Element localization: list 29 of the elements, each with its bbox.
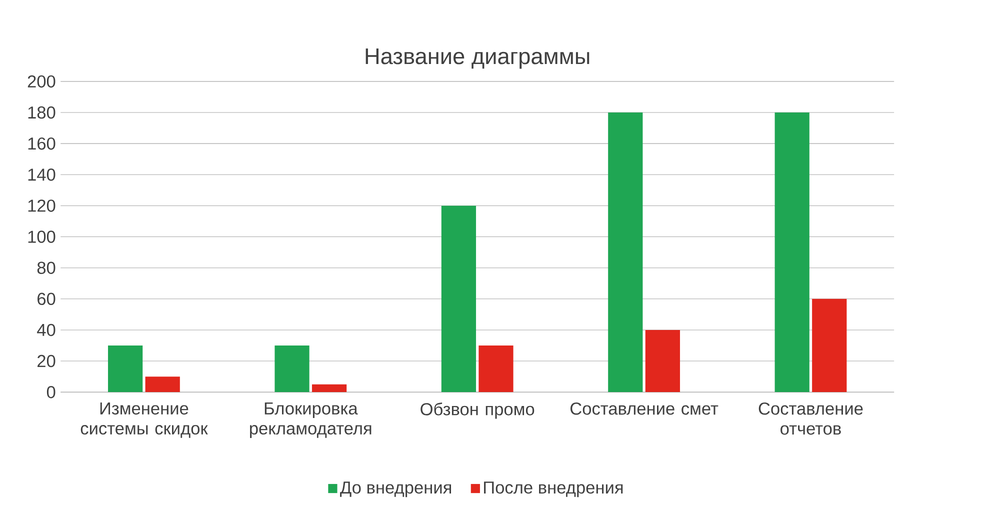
y-tick-label: 160 — [28, 137, 56, 150]
y-tick-label: 140 — [28, 168, 56, 181]
x-tick-label: Блокировка рекламодателя — [250, 402, 372, 438]
chart-title: Название диаграммы — [366, 48, 590, 69]
y-tick-label: 20 — [38, 354, 56, 368]
bar — [312, 384, 347, 392]
bar — [108, 346, 143, 392]
bar — [774, 112, 810, 392]
bar — [274, 346, 310, 392]
y-tick-label: 200 — [28, 75, 56, 88]
y-tick-label: 80 — [37, 262, 56, 274]
y-tick-label: 180 — [28, 106, 56, 119]
y-tick-label: 60 — [38, 292, 56, 306]
legend-label: После внедрения — [484, 482, 623, 498]
bar — [145, 376, 180, 392]
legend-label: До внедрения — [340, 482, 452, 498]
y-tick-label: 0 — [46, 386, 56, 398]
x-tick-label: Составление отчетов — [758, 402, 863, 435]
x-tick-label: Обзвон промо — [420, 402, 534, 419]
bar — [441, 206, 476, 392]
y-tick-label: 40 — [37, 324, 56, 336]
bar — [608, 112, 643, 392]
x-tick-label: Изменение системы скидок — [80, 402, 208, 438]
bar — [812, 298, 847, 392]
y-tick-label: 120 — [28, 200, 56, 212]
y-tick-label: 100 — [28, 230, 56, 243]
x-tick-label: Составление смет — [570, 402, 718, 415]
bar — [645, 330, 680, 392]
bar — [478, 346, 514, 392]
